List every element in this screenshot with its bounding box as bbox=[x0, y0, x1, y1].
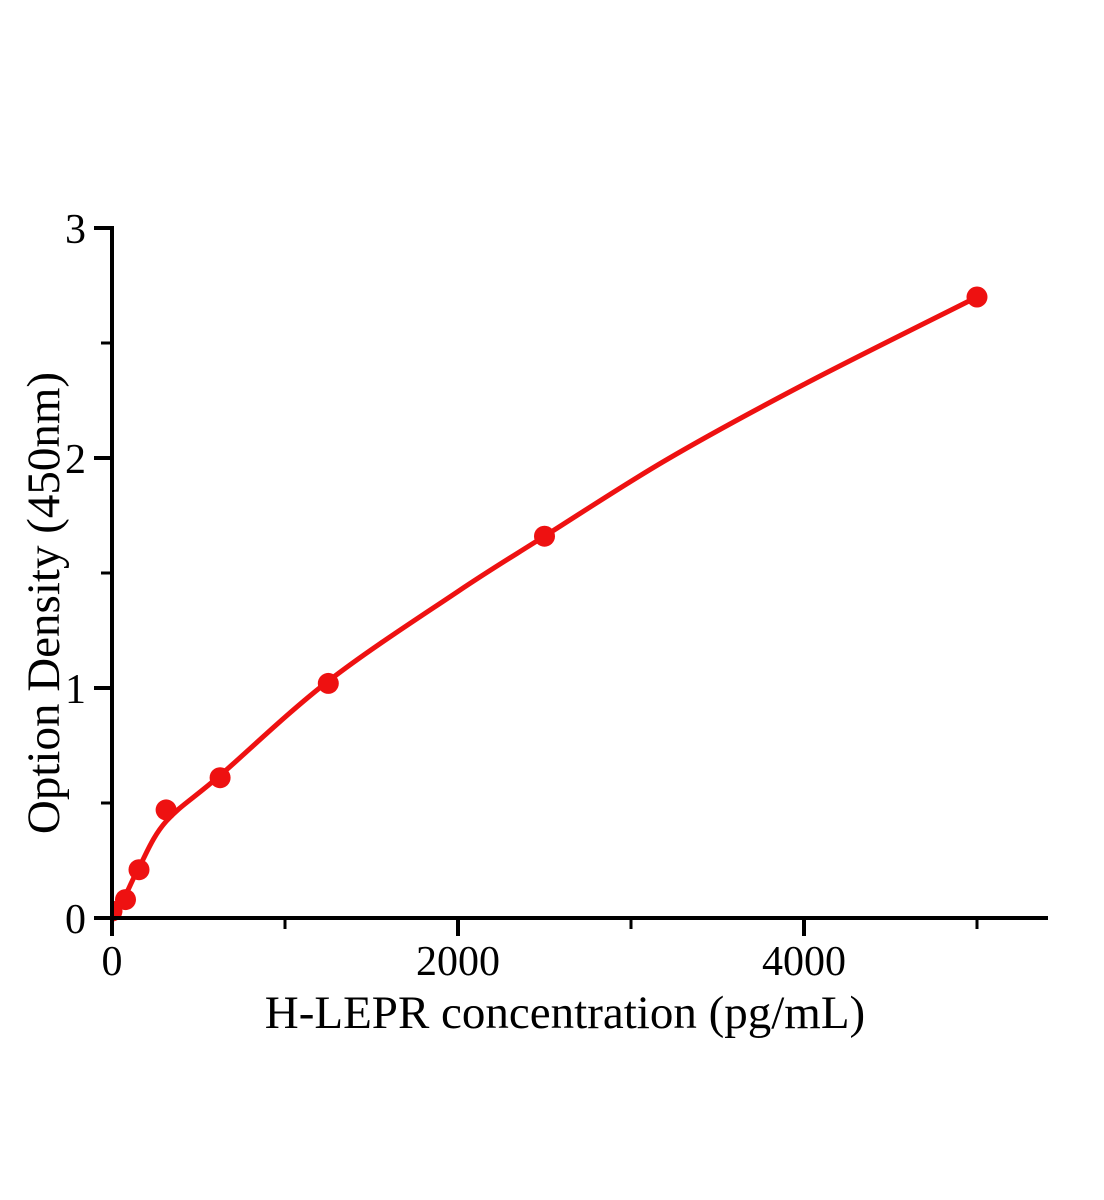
data-point bbox=[155, 799, 177, 821]
data-point bbox=[534, 525, 555, 547]
fit-curve-line bbox=[112, 294, 980, 921]
x-tick-label: 0 bbox=[102, 939, 123, 985]
series-group bbox=[112, 294, 980, 921]
tick-labels: 0 1 2 3 0 2000 4000 bbox=[65, 207, 846, 985]
x-axis-title: H-LEPR concentration (pg/mL) bbox=[264, 987, 866, 1039]
data-point bbox=[317, 672, 339, 694]
x-tick-label: 2000 bbox=[416, 939, 500, 985]
y-tick-label: 3 bbox=[65, 207, 86, 253]
data-points bbox=[112, 286, 988, 922]
y-tick-label: 2 bbox=[65, 437, 86, 483]
y-axis-title: Option Density (450nm) bbox=[18, 371, 70, 835]
y-tick-label: 0 bbox=[65, 897, 86, 943]
data-point bbox=[966, 286, 988, 308]
axes bbox=[94, 226, 1048, 936]
data-point bbox=[115, 889, 136, 911]
data-point bbox=[209, 767, 231, 789]
y-tick-label: 1 bbox=[65, 667, 86, 713]
data-point bbox=[128, 859, 150, 881]
x-tick-label: 4000 bbox=[762, 939, 846, 985]
